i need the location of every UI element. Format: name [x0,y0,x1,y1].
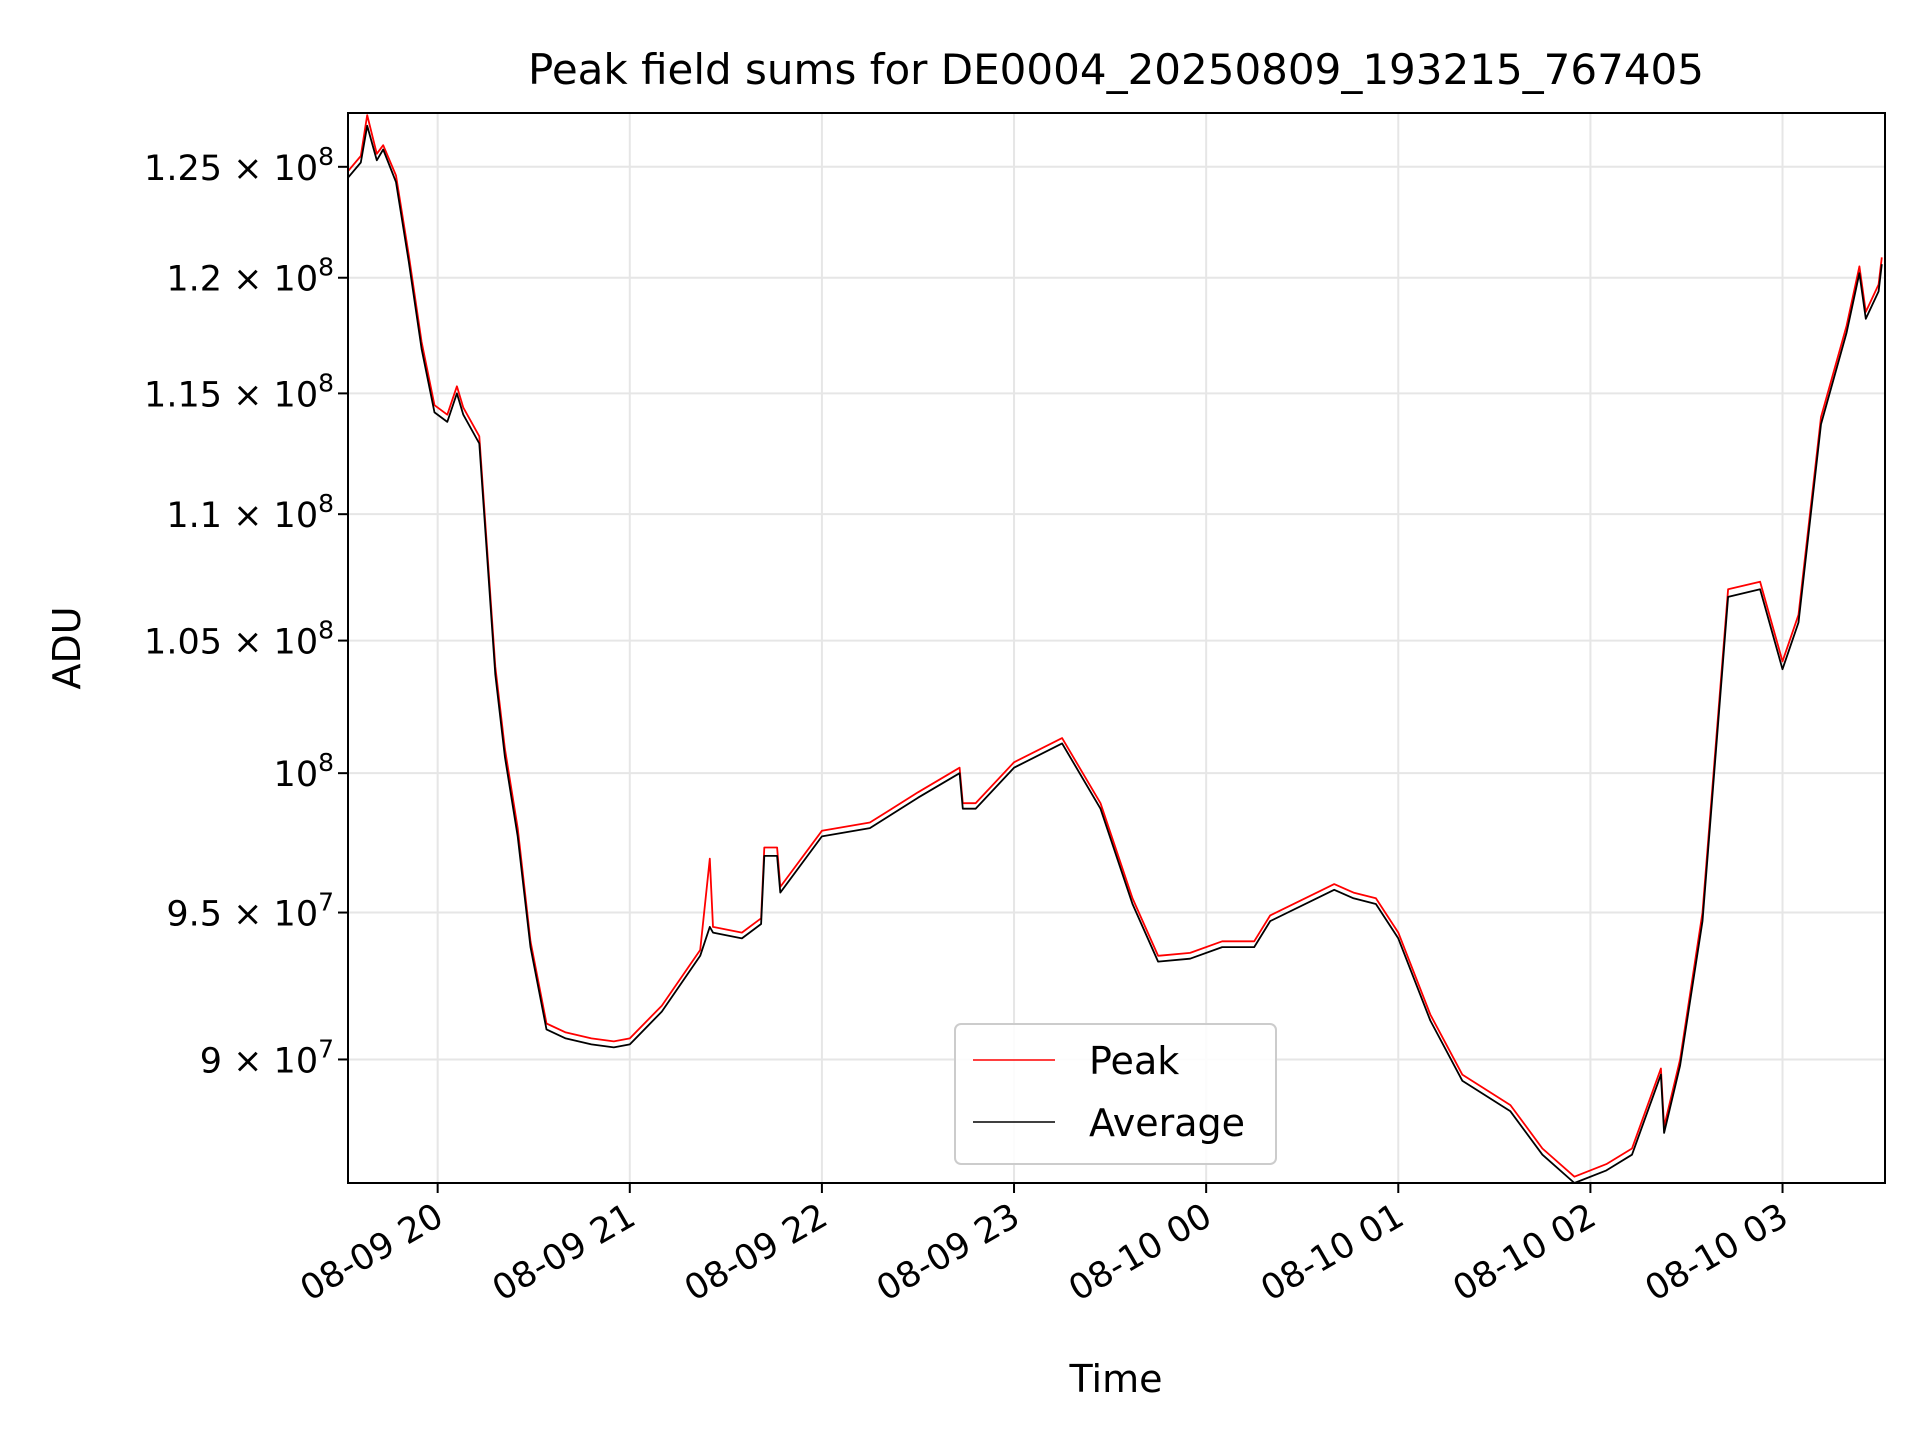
y-tick-label: 1.05 × 108 [144,616,334,663]
legend-box [954,1023,1277,1165]
series-line-peak [347,114,1883,1178]
x-tick-label: 08-09 20 [294,1196,450,1309]
legend: Peak Average [954,1023,1277,1165]
x-tick-label: 08-09 21 [486,1196,642,1309]
y-tick-label: 1.25 × 108 [144,142,334,189]
plot-area-frame [347,112,1886,1184]
y-tick-label: 1.1 × 108 [166,489,334,536]
x-tick-label: 08-10 00 [1062,1196,1218,1309]
y-tick-label: 1.2 × 108 [166,253,334,300]
legend-peak-label: Peak [1089,1039,1179,1083]
y-axis-label: ADU [45,606,89,689]
x-tick-label: 08-10 03 [1639,1196,1795,1309]
y-tick-label: 9.5 × 107 [166,888,334,935]
x-tick-label: 08-09 23 [870,1196,1026,1309]
x-tick-label: 08-09 22 [678,1196,834,1309]
x-axis-label: Time [1069,1357,1163,1401]
series-line-average [347,124,1883,1184]
x-tick-label: 08-10 01 [1254,1196,1410,1309]
grid [348,113,1885,1183]
x-tick-label: 08-10 02 [1447,1196,1603,1309]
y-axis: 9 × 107 9.5 × 107 108 1.05 × 108 1.1 × 108 1.… [144,142,348,1081]
x-axis: 08-09 20 08-09 21 08-09 22 08-09 23 08-10 00… [294,1183,1795,1309]
y-tick-label: 108 [274,748,334,795]
y-tick-label: 1.15 × 108 [144,368,334,415]
chart-title: Peak field sums for DE0004_20250809_1932… [528,45,1704,94]
series-layer [347,114,1883,1184]
y-tick-label: 9 × 107 [200,1034,334,1081]
legend-average-label: Average [1089,1101,1245,1145]
